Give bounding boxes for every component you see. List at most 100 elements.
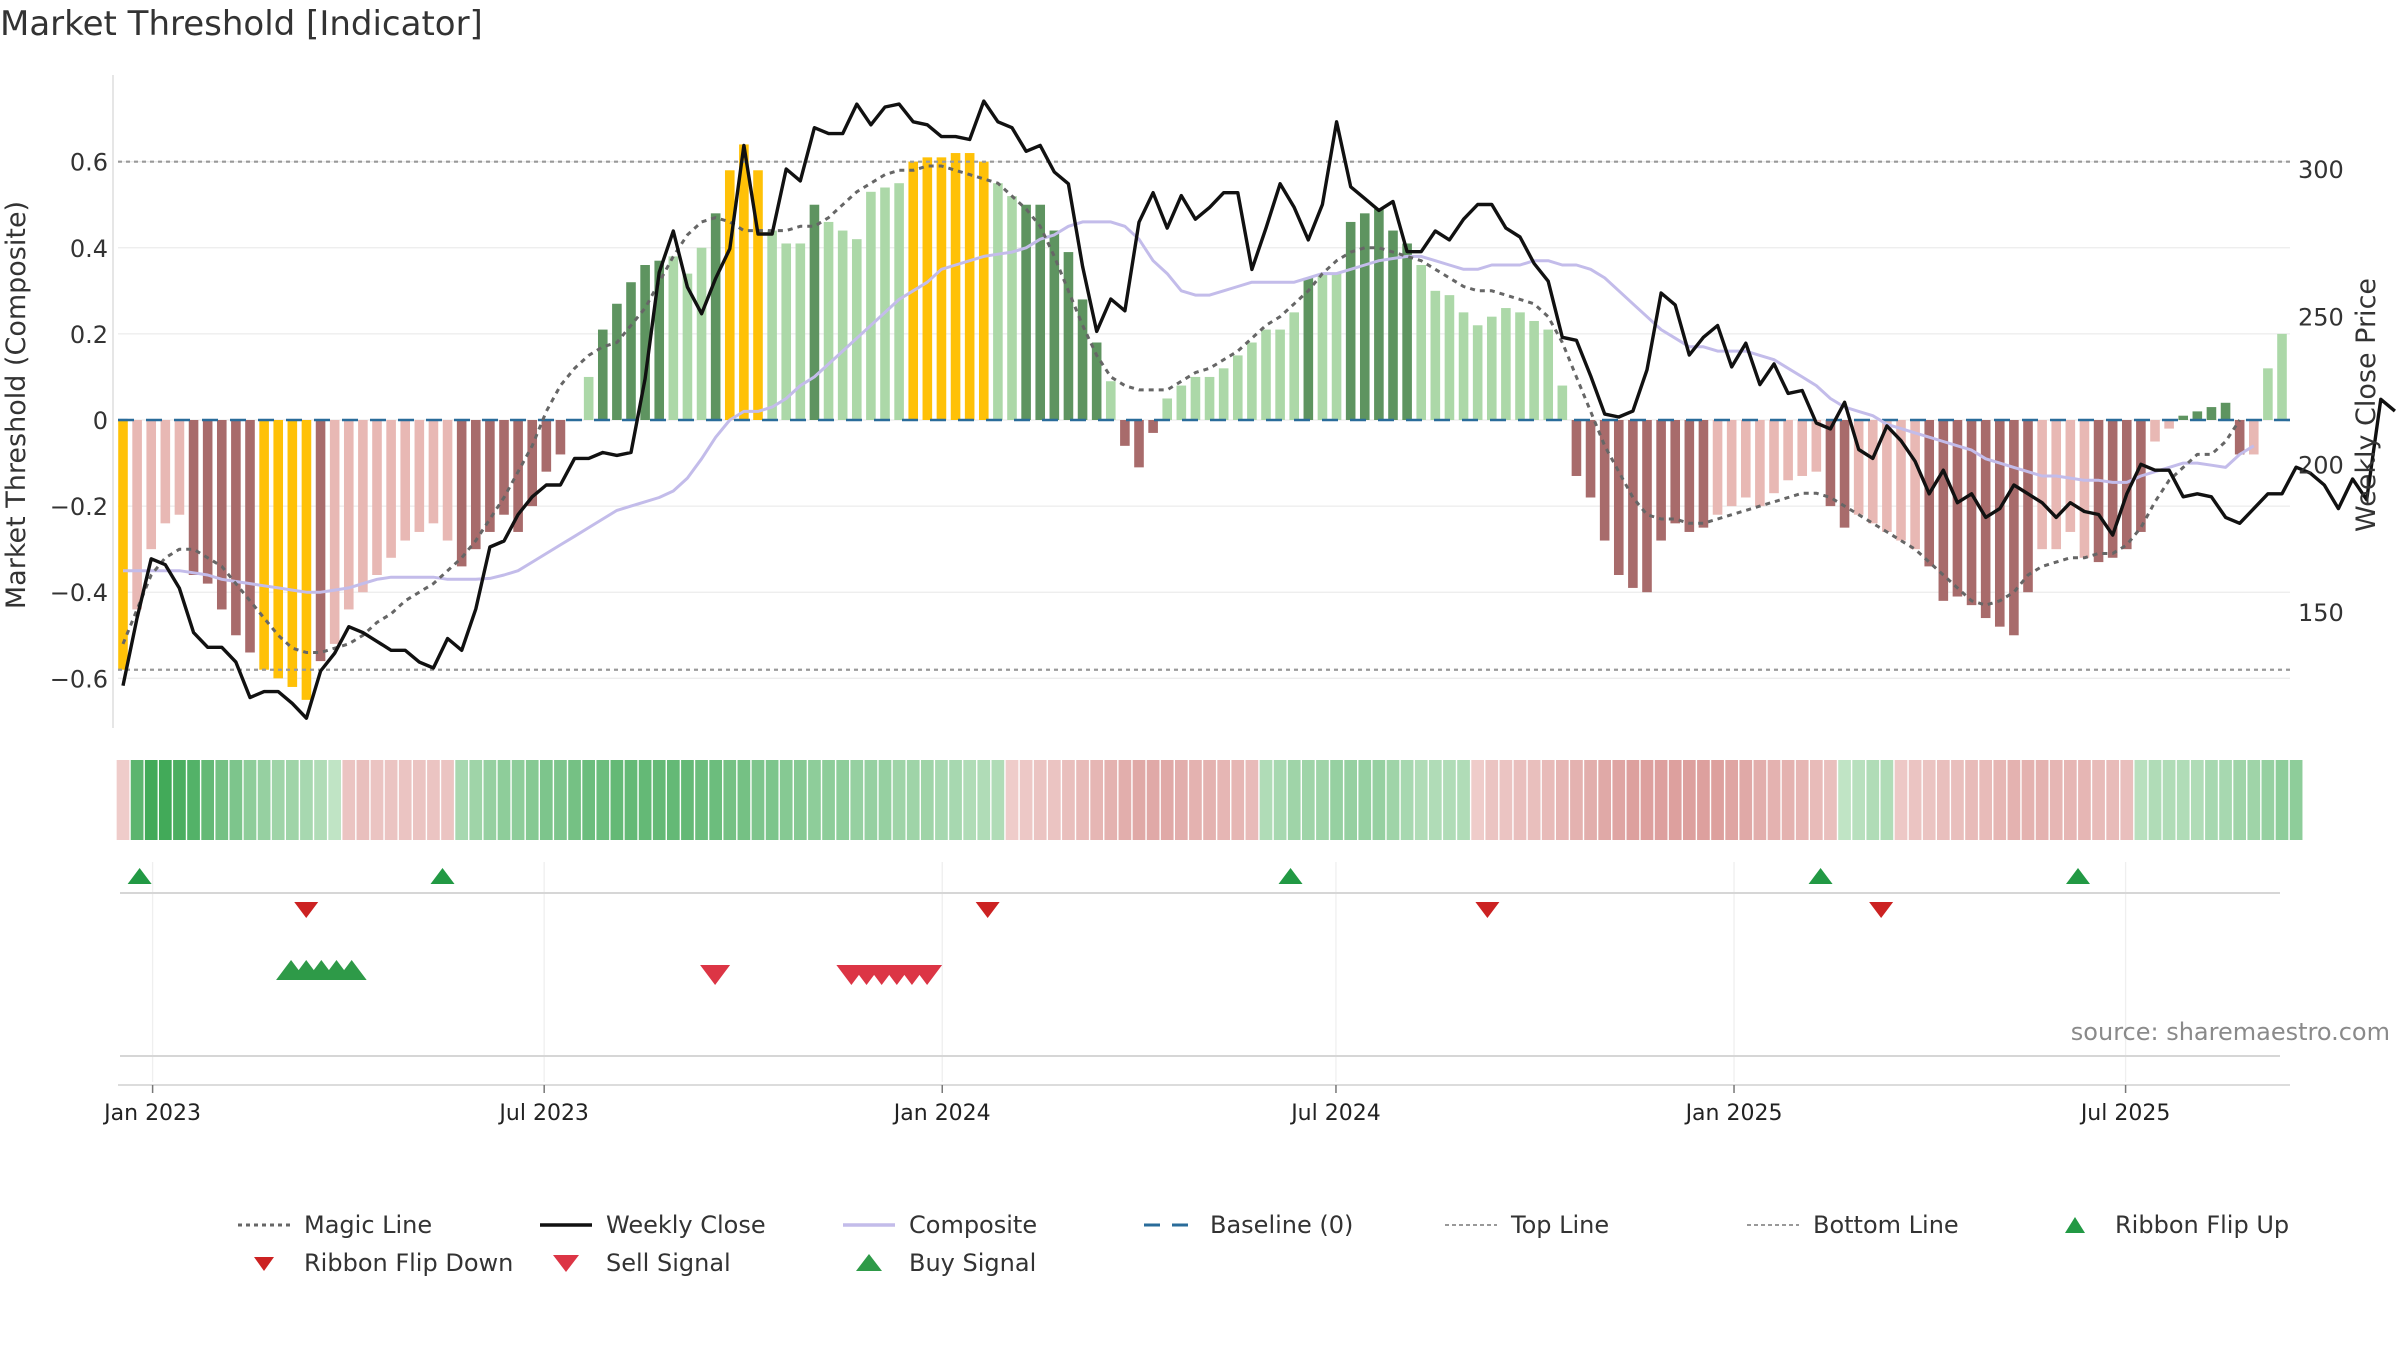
sell-signal-marker — [912, 965, 943, 985]
composite-bar — [2009, 420, 2019, 636]
ribbon-cell — [187, 760, 200, 840]
composite-bar — [1599, 420, 1610, 541]
ribbon-cell — [2120, 760, 2134, 840]
composite-bar — [1952, 420, 1963, 597]
ribbon-cell — [1894, 760, 1908, 840]
legend-label: Sell Signal — [606, 1249, 731, 1277]
ribbon-cell — [1697, 760, 1710, 840]
ribbon-cell — [1189, 760, 1202, 840]
ribbon-cell — [1217, 760, 1231, 840]
ribbon-cell — [681, 760, 694, 840]
ribbon-cell — [201, 760, 215, 840]
y2-tick-label: 200 — [2298, 451, 2344, 479]
legend-item-composite: Composite — [841, 1208, 1037, 1242]
composite-bar — [1472, 325, 1483, 420]
legend-label: Baseline (0) — [1210, 1211, 1354, 1239]
composite-bar — [2263, 368, 2273, 420]
ribbon-cell — [2261, 760, 2275, 840]
buy-signal-swatch — [856, 1254, 882, 1271]
composite-bar — [1486, 316, 1497, 420]
ribbon-cell — [130, 760, 144, 840]
ribbon-cell — [1104, 760, 1118, 840]
composite-bar — [2150, 420, 2160, 442]
ribbon-cell — [1880, 760, 1894, 840]
composite-bar — [485, 420, 495, 532]
composite-bar — [654, 260, 665, 420]
weekly-close-line — [121, 99, 2396, 720]
composite-bar — [1275, 329, 1285, 420]
ribbon-cell — [1005, 760, 1019, 840]
ribbon-cell — [864, 760, 878, 840]
composite-bar — [922, 157, 933, 420]
composite-bar — [513, 420, 523, 532]
composite-bar — [1712, 420, 1723, 515]
ribbon-cell — [1358, 760, 1372, 840]
ribbon-cell — [1570, 760, 1583, 840]
composite-bar — [1501, 308, 1511, 420]
y-tick-label: −0.2 — [50, 493, 108, 521]
ribbon-cell — [1090, 760, 1104, 840]
composite-bar — [315, 420, 326, 662]
ribbon-cell — [1838, 760, 1851, 840]
ribbon-cell — [1640, 760, 1654, 840]
legend-item-weekly-close: Weekly Close — [538, 1208, 766, 1242]
composite-bar — [1162, 398, 1173, 420]
ribbon-cell — [1612, 760, 1626, 840]
ribbon-cell — [1555, 760, 1569, 840]
composite-bar — [2206, 407, 2217, 420]
x-tick-label: Jul 2025 — [2079, 1101, 2171, 1126]
ribbon-cell — [1132, 760, 1146, 840]
baseline-swatch — [1144, 1223, 1196, 1227]
composite-bar — [1585, 420, 1596, 498]
ribbon-flip-down-marker — [975, 902, 1000, 918]
ribbon-cell — [1908, 760, 1922, 840]
composite-bar — [358, 420, 368, 593]
ribbon-cell — [836, 760, 850, 840]
ribbon-cell — [1471, 760, 1485, 840]
composite-bar — [1247, 342, 1257, 420]
ribbon-cell — [1019, 760, 1033, 840]
composite-bar — [1402, 243, 1412, 420]
ribbon-cell — [285, 760, 299, 840]
ribbon-cell — [356, 760, 370, 840]
composite-bar — [1670, 420, 1681, 524]
ribbon-cell — [1386, 760, 1400, 840]
ribbon-cell — [568, 760, 581, 840]
composite-bar — [386, 420, 396, 558]
composite-bar — [1571, 420, 1582, 476]
composite-bar — [880, 187, 890, 420]
ribbon-cell — [1273, 760, 1287, 840]
ribbon-cell — [2021, 760, 2035, 840]
ribbon-cell — [624, 760, 638, 840]
ribbon-cell — [1316, 760, 1329, 840]
composite-bar — [1289, 312, 1300, 420]
ribbon-cell — [271, 760, 285, 840]
ribbon-cell — [441, 760, 454, 840]
composite-bar — [202, 420, 213, 584]
y-tick-label: 0 — [93, 407, 108, 435]
ribbon-cell — [949, 760, 962, 840]
composite-bar — [470, 420, 481, 550]
ribbon-cell — [2247, 760, 2261, 840]
legend-item-ribbon-flip-down: Ribbon Flip Down — [236, 1246, 513, 1280]
composite-bar — [2121, 420, 2132, 550]
composite-bar — [541, 420, 552, 472]
ribbon-cell — [2035, 760, 2049, 840]
chart-title: Market Threshold [Indicator] — [0, 4, 483, 44]
composite-bar — [146, 420, 157, 550]
ribbon-cell — [243, 760, 257, 840]
composite-bars — [118, 144, 2287, 700]
ribbon-cell — [1485, 760, 1499, 840]
ribbon-cell — [469, 760, 483, 840]
ribbon-cell — [215, 760, 229, 840]
composite-bar — [1190, 376, 1201, 420]
composite-bar — [866, 191, 876, 420]
y2-axis-label: Weekly Close Price — [2351, 278, 2382, 532]
ribbon-cell — [1301, 760, 1315, 840]
ribbon-cell — [610, 760, 624, 840]
composite-bar — [1035, 204, 1046, 420]
ribbon-flip-down-marker — [1475, 902, 1500, 918]
ribbon-cell — [991, 760, 1005, 840]
legend-label: Top Line — [1511, 1211, 1610, 1239]
ribbon-cell — [2092, 760, 2105, 840]
